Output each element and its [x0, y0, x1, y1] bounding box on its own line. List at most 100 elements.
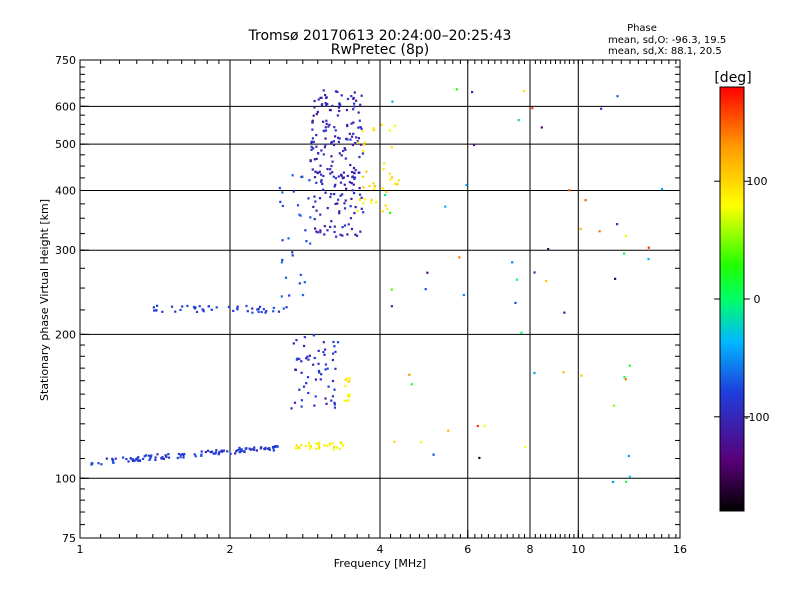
y-tick-label: 600 — [55, 100, 76, 113]
data-point — [346, 123, 349, 127]
data-point — [353, 211, 356, 215]
data-point — [388, 172, 391, 176]
data-point — [356, 209, 359, 212]
data-point — [322, 120, 325, 123]
data-point — [300, 360, 303, 363]
data-point — [447, 429, 450, 432]
data-point — [272, 310, 275, 313]
data-point — [343, 202, 346, 205]
axis-ticks — [79, 59, 681, 539]
data-point — [193, 307, 196, 310]
data-point — [348, 377, 351, 380]
data-point — [340, 442, 343, 445]
data-point — [562, 371, 565, 374]
data-point — [370, 201, 373, 204]
data-point — [324, 397, 327, 400]
data-point — [419, 441, 423, 444]
data-point — [338, 152, 341, 155]
data-point — [324, 368, 327, 371]
y-tick-label: 300 — [55, 244, 76, 257]
data-point — [625, 480, 628, 483]
data-point — [352, 132, 355, 135]
data-point — [204, 450, 207, 454]
data-point — [330, 399, 333, 402]
data-point — [533, 271, 536, 274]
data-point — [303, 281, 306, 284]
data-point — [304, 229, 307, 232]
data-point — [266, 447, 269, 450]
data-point — [313, 217, 316, 221]
data-point — [258, 305, 262, 308]
data-point — [328, 442, 331, 445]
data-point — [326, 102, 329, 106]
data-point — [302, 385, 306, 388]
data-point — [333, 192, 336, 196]
data-point — [315, 442, 318, 445]
y-tick-label: 200 — [55, 328, 76, 341]
data-point — [349, 217, 353, 220]
data-point — [358, 119, 361, 122]
data-point — [257, 310, 260, 313]
data-point — [301, 175, 304, 178]
data-point — [236, 307, 239, 310]
data-point — [476, 424, 479, 428]
data-point — [347, 380, 351, 383]
data-point — [111, 459, 114, 462]
data-point — [623, 376, 626, 379]
x-tick-label: 4 — [377, 543, 384, 556]
data-point — [391, 100, 394, 103]
data-point — [336, 90, 339, 93]
data-point — [351, 189, 354, 192]
data-point — [238, 448, 241, 451]
data-point — [317, 349, 320, 352]
data-point — [298, 446, 301, 450]
data-point — [330, 140, 333, 144]
data-point — [326, 168, 329, 171]
data-point — [365, 170, 368, 173]
data-point — [114, 457, 117, 460]
data-point — [338, 102, 341, 105]
data-point — [288, 294, 291, 297]
data-point — [350, 227, 354, 231]
data-point — [340, 154, 343, 157]
data-point — [177, 452, 181, 456]
data-point — [465, 183, 468, 187]
data-point — [195, 310, 199, 314]
data-point — [360, 94, 363, 97]
data-point — [296, 204, 300, 207]
data-point — [165, 455, 168, 458]
data-point — [354, 233, 357, 236]
data-point — [227, 305, 230, 309]
data-point — [341, 444, 345, 448]
data-point — [333, 445, 336, 448]
data-point — [354, 141, 357, 145]
data-point — [336, 114, 339, 117]
data-point — [256, 308, 259, 311]
data-point — [308, 447, 312, 450]
data-point — [455, 88, 458, 91]
data-point — [328, 168, 332, 171]
data-point — [331, 352, 335, 355]
x-axis-label: Frequency [MHz] — [334, 557, 426, 570]
data-point — [320, 149, 323, 152]
data-point — [144, 454, 148, 457]
data-point — [200, 450, 203, 453]
data-point — [207, 305, 210, 308]
data-point — [348, 132, 351, 135]
data-point — [408, 373, 411, 376]
data-point — [352, 171, 356, 174]
data-point — [193, 453, 196, 456]
data-point — [313, 158, 316, 161]
data-point — [133, 459, 136, 462]
data-point — [278, 186, 281, 190]
data-point — [598, 230, 601, 233]
data-point — [358, 198, 361, 201]
data-point — [390, 176, 394, 179]
data-point — [229, 452, 232, 455]
data-point — [348, 395, 351, 398]
data-point — [624, 378, 627, 381]
data-point — [312, 140, 315, 144]
data-point — [295, 444, 298, 447]
data-point — [309, 444, 312, 448]
data-point — [326, 444, 329, 447]
